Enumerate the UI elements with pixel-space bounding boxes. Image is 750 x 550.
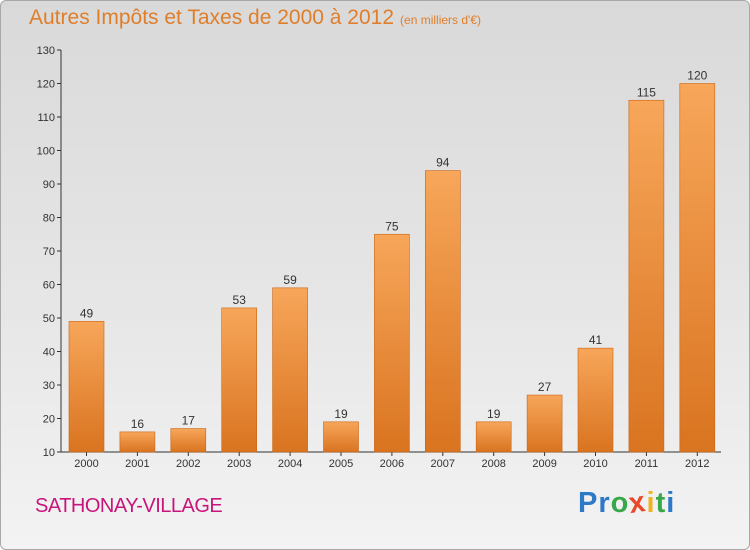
bar-value-label: 17 (182, 414, 196, 428)
bar-value-label: 19 (334, 407, 348, 421)
bar-value-label: 94 (436, 156, 450, 170)
y-tick-label: 70 (43, 246, 55, 258)
bar-value-label: 75 (385, 219, 399, 233)
bar (374, 233, 410, 453)
bar-value-label: 19 (487, 407, 501, 421)
bar (170, 428, 207, 453)
x-tick-label: 2007 (431, 458, 455, 470)
logo-letter: r (598, 487, 611, 519)
bar (577, 347, 614, 453)
bar (323, 421, 359, 453)
x-tick-label: 2006 (380, 458, 404, 470)
x-tick-label: 2001 (125, 458, 149, 470)
y-tick-label: 30 (43, 380, 55, 392)
x-tick-label: 2005 (329, 458, 353, 470)
logo-letter: i (666, 487, 676, 519)
x-tick-label: 2012 (685, 458, 709, 470)
x-tick-label: 2010 (583, 458, 607, 470)
logo-letter: o (610, 487, 630, 519)
y-tick-label: 50 (43, 313, 55, 325)
x-tick-label: 2004 (278, 458, 302, 470)
bar-value-label: 120 (687, 69, 707, 83)
y-tick-label: 20 (43, 414, 55, 426)
bar (272, 287, 308, 453)
bar (424, 170, 461, 453)
proxiti-logo: Proxiti (578, 485, 676, 521)
bar (628, 99, 665, 453)
x-tick-label: 2011 (635, 458, 659, 470)
x-tick-label: 2000 (74, 458, 98, 470)
y-tick-label: 100 (37, 146, 55, 158)
bar-value-label: 16 (131, 417, 145, 431)
x-tick-label: 2009 (532, 458, 556, 470)
x-tick-label: 2003 (227, 458, 251, 470)
title-unit: (en milliers d'€) (400, 13, 482, 27)
bar-labels: 49 16 17 53 59 19 75 94 19 27 41 115 120 (80, 69, 708, 431)
bar (68, 321, 105, 453)
y-tick-label: 120 (37, 79, 55, 91)
bar (119, 431, 156, 453)
commune-name: SATHONAY-VILLAGE (35, 495, 223, 517)
logo-letter: i (646, 487, 656, 519)
logo-letter: x (627, 485, 649, 521)
bar (475, 421, 512, 453)
y-tick-label: 40 (43, 347, 55, 359)
logo-letter: t (655, 487, 667, 519)
bar (221, 307, 257, 453)
bar-value-label: 53 (233, 293, 247, 307)
bar-value-label: 59 (283, 273, 297, 287)
title-text: Autres Impôts et Taxes de 2000 à 2012 (29, 6, 395, 29)
bars (68, 83, 716, 453)
chart-title: Autres Impôts et Taxes de 2000 à 2012 (en… (29, 6, 481, 30)
bar-value-label: 115 (637, 85, 656, 99)
bar-value-label: 27 (538, 380, 552, 394)
bar-value-label: 49 (80, 306, 94, 320)
y-tick-label: 80 (43, 213, 55, 225)
x-tick-label: 2002 (176, 458, 200, 470)
x-tick-label: 2008 (481, 458, 505, 470)
bar (526, 394, 563, 453)
bar-value-label: 41 (589, 333, 603, 347)
y-tick-label: 90 (43, 179, 55, 191)
logo-letter: P (578, 487, 599, 519)
y-tick-label: 60 (43, 280, 55, 292)
y-tick-label: 10 (43, 447, 55, 459)
y-tick-label: 130 (37, 45, 55, 57)
y-tick-label: 110 (37, 112, 55, 124)
bar (679, 83, 716, 453)
